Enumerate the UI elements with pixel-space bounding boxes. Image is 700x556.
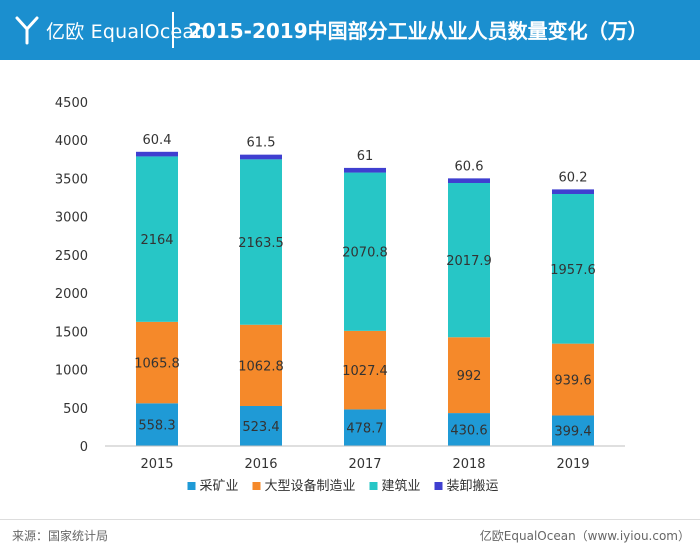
bar-segment bbox=[552, 415, 594, 446]
bar-segment bbox=[136, 156, 178, 322]
y-tick-label: 4000 bbox=[55, 134, 88, 149]
x-tick-label: 2019 bbox=[556, 457, 589, 472]
bar-segment bbox=[240, 154, 282, 160]
y-tick-label: 1000 bbox=[55, 364, 88, 379]
bar-segment bbox=[344, 172, 386, 331]
data-label: 399.4 bbox=[554, 425, 591, 440]
bar-segment bbox=[344, 409, 386, 446]
data-label: 60.2 bbox=[559, 170, 588, 185]
legend-label: 建筑业 bbox=[382, 478, 421, 494]
header-divider bbox=[172, 12, 174, 48]
data-label: 60.4 bbox=[143, 133, 172, 148]
bar-segment bbox=[240, 324, 282, 406]
bar-segment bbox=[448, 413, 490, 446]
bar-segment bbox=[344, 330, 386, 410]
y-tick-label: 3500 bbox=[55, 172, 88, 187]
legend: 采矿业 大型设备制造业 建筑业 装卸搬运 bbox=[187, 478, 499, 494]
legend-swatch bbox=[252, 482, 261, 490]
data-label: 430.6 bbox=[450, 424, 487, 439]
data-label: 939.6 bbox=[554, 374, 591, 389]
bar-segment bbox=[448, 182, 490, 338]
legend-swatch bbox=[434, 482, 443, 490]
data-label: 1062.8 bbox=[238, 359, 284, 374]
credit-note: 亿欧EqualOcean（www.iyiou.com） bbox=[479, 529, 690, 543]
y-tick-label: 0 bbox=[80, 440, 88, 455]
y-tick-label: 1500 bbox=[55, 325, 88, 340]
data-label: 61.5 bbox=[247, 136, 276, 151]
data-label: 1065.8 bbox=[134, 357, 180, 372]
bar-segment bbox=[552, 189, 594, 194]
legend-label: 装卸搬运 bbox=[447, 478, 499, 494]
x-axis: 2015 2016 2017 2018 2019 bbox=[105, 445, 625, 472]
data-label: 1027.4 bbox=[342, 364, 388, 379]
bar-segment bbox=[448, 178, 490, 183]
legend-swatch bbox=[369, 482, 378, 490]
bar-segment bbox=[240, 159, 282, 325]
data-label: 60.6 bbox=[455, 159, 484, 174]
data-label: 992 bbox=[457, 369, 482, 384]
equalocean-logo-icon bbox=[15, 16, 39, 45]
data-label: 2163.5 bbox=[238, 236, 284, 251]
bars: 558.3 1065.8 2164 60.4 523.4 1062.8 2163.5 61.5… bbox=[134, 133, 596, 446]
y-tick-label: 2500 bbox=[55, 249, 88, 264]
y-axis: 0 500 1000 1500 2000 2500 3000 3500 4000 4500 bbox=[55, 96, 88, 455]
data-label: 2164 bbox=[140, 233, 173, 248]
y-tick-label: 3000 bbox=[55, 211, 88, 226]
bar-segment bbox=[344, 167, 386, 173]
y-tick-label: 4500 bbox=[55, 96, 88, 111]
data-label: 2017.9 bbox=[446, 254, 492, 269]
stacked-bar-chart: 0 500 1000 1500 2000 2500 3000 3500 4000 4500 558… bbox=[55, 96, 625, 494]
bar-segment bbox=[552, 343, 594, 416]
footer-divider bbox=[0, 519, 700, 520]
y-tick-label: 2000 bbox=[55, 287, 88, 302]
legend-swatch bbox=[187, 482, 196, 490]
source-note: 来源：国家统计局 bbox=[12, 529, 109, 543]
bar-segment bbox=[136, 321, 178, 404]
data-label: 2070.8 bbox=[342, 246, 388, 261]
data-label: 478.7 bbox=[346, 422, 383, 437]
data-label: 558.3 bbox=[138, 419, 175, 434]
page-title: 2015-2019中国部分工业从业人员数量变化（万） bbox=[188, 19, 648, 43]
y-tick-label: 500 bbox=[63, 402, 88, 417]
x-tick-label: 2015 bbox=[140, 457, 173, 472]
legend-label: 大型设备制造业 bbox=[265, 478, 356, 494]
bar-segment bbox=[136, 151, 178, 157]
x-tick-label: 2018 bbox=[452, 457, 485, 472]
x-tick-label: 2017 bbox=[348, 457, 381, 472]
bar-segment bbox=[136, 403, 178, 446]
bar-segment bbox=[448, 337, 490, 414]
header-banner: 亿欧 EqualOcean 2015-2019中国部分工业从业人员数量变化（万） bbox=[0, 0, 700, 60]
data-label: 523.4 bbox=[242, 420, 279, 435]
data-label: 1957.6 bbox=[550, 263, 596, 278]
legend-label: 采矿业 bbox=[200, 479, 239, 494]
bar-segment bbox=[240, 405, 282, 446]
data-label: 61 bbox=[357, 149, 374, 164]
logo: 亿欧 EqualOcean bbox=[14, 14, 206, 46]
logo-text: 亿欧 EqualOcean bbox=[46, 20, 207, 43]
x-tick-label: 2016 bbox=[244, 457, 277, 472]
bar-segment bbox=[552, 193, 594, 344]
